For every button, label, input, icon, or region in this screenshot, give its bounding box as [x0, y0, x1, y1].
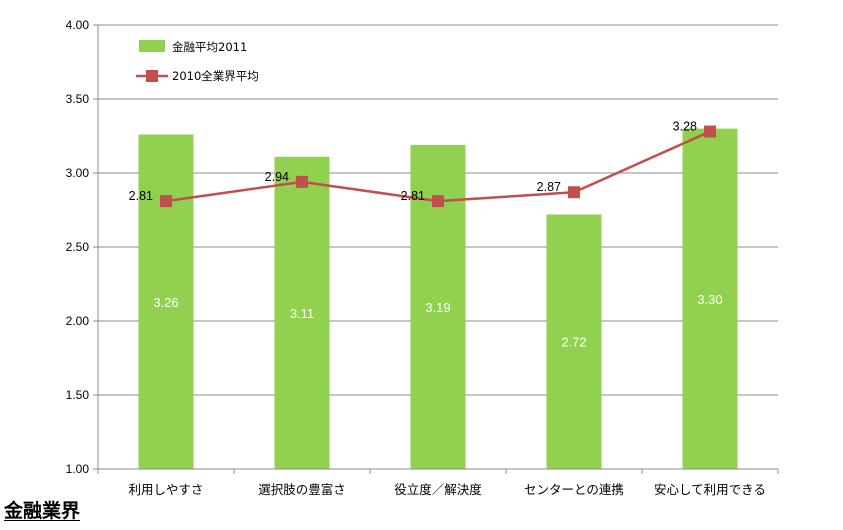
line-value-label: 2.81 [129, 189, 153, 203]
line-marker [296, 175, 308, 188]
bar-value-label: 3.26 [153, 295, 178, 310]
legend-label-bar: 金融平均2011 [172, 40, 247, 54]
legend-bar-swatch [139, 40, 165, 52]
bar-value-label: 3.11 [290, 306, 314, 321]
footer-title: 金融業界 [4, 500, 81, 522]
line-marker [160, 195, 172, 208]
bar [274, 156, 330, 469]
series-line [160, 125, 716, 208]
y-tick-label: 3.50 [66, 92, 90, 106]
line-marker [568, 186, 580, 199]
y-tick-label: 2.00 [66, 314, 90, 328]
y-tick-label: 1.50 [66, 388, 90, 402]
bar [546, 214, 602, 469]
line-value-label: 2.81 [401, 189, 425, 203]
bar [138, 134, 194, 469]
line-marker [432, 195, 444, 208]
line-value-labels: 2.81 2.94 2.81 2.87 3.28 [129, 120, 697, 204]
y-tick-label: 4.00 [66, 18, 90, 32]
y-tick-label: 1.00 [66, 462, 90, 476]
x-tick-label: 利用しやすさ [129, 482, 204, 497]
bar-value-label: 3.30 [697, 292, 722, 307]
bar-value-label: 2.72 [561, 335, 586, 350]
x-tick-label: 安心して利用できる [654, 482, 766, 497]
bars [138, 128, 738, 469]
line-value-label: 2.87 [537, 180, 561, 194]
line-value-label: 3.28 [673, 120, 697, 134]
bar-line-chart: 3.26 3.11 3.19 2.72 3.30 2.81 2.94 2.81 2.87 3.2… [66, 18, 779, 497]
y-tick-label: 2.50 [66, 240, 90, 254]
x-tick-label: センターとの連携 [524, 482, 624, 497]
legend-label-line: 2010全業界平均 [172, 69, 259, 83]
line-marker [704, 125, 716, 138]
legend: 金融平均2011 2010全業界平均 [136, 40, 259, 83]
bar [682, 128, 738, 469]
bar-value-label: 3.19 [425, 300, 450, 315]
axes [93, 24, 779, 474]
line-value-label: 2.94 [265, 170, 289, 184]
y-tick-label: 3.00 [66, 166, 90, 180]
x-tick-label: 役立度／解決度 [394, 482, 482, 497]
x-tick-labels: 利用しやすさ 選択肢の豊富さ 役立度／解決度 センターとの連携 安心して利用できる [129, 482, 766, 497]
x-tick-label: 選択肢の豊富さ [258, 482, 346, 497]
y-tick-labels: 1.00 1.50 2.00 2.50 3.00 3.50 4.00 [66, 18, 90, 476]
legend-line-marker [146, 70, 158, 82]
bar-value-labels: 3.26 3.11 3.19 2.72 3.30 [153, 292, 722, 350]
